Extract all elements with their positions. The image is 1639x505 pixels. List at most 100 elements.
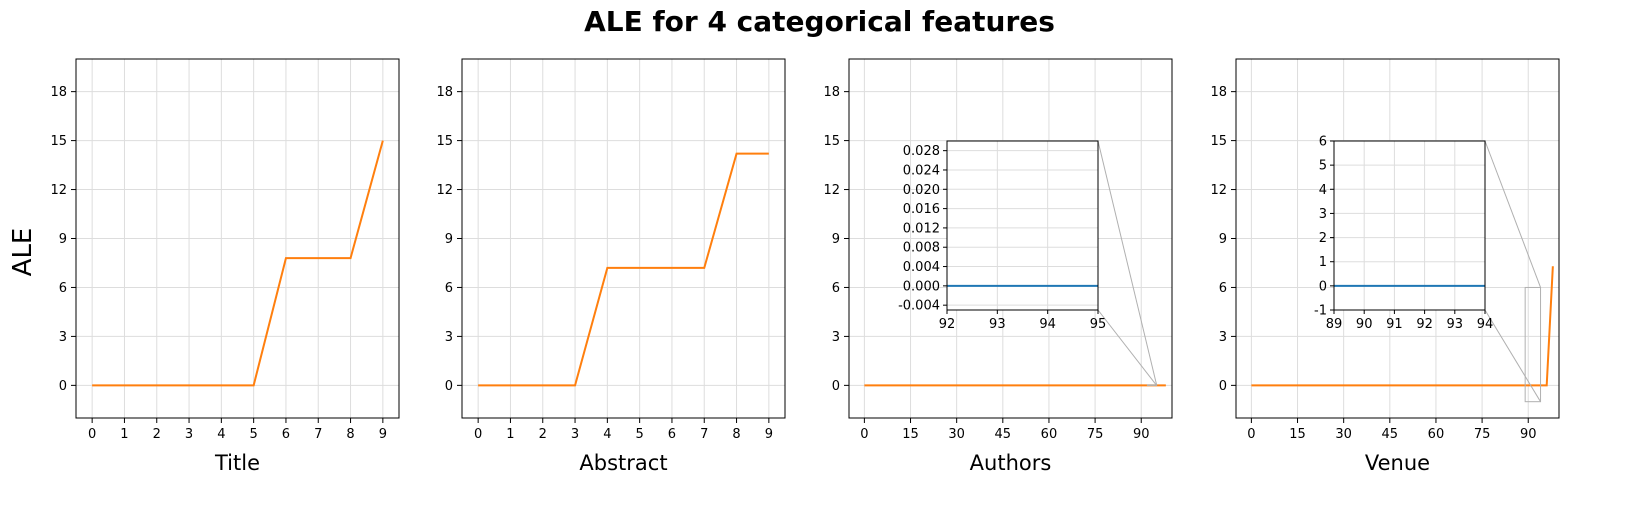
x-tick-label: 30 [1335,427,1352,442]
y-tick-label: 6 [59,281,67,296]
inset-y-tick-label: 0 [1319,279,1327,294]
inset-background [1334,141,1485,310]
x-axis-label: Title [214,451,260,475]
x-tick-label: 0 [88,427,96,442]
inset-frame [1333,140,1486,311]
x-axis-label: Abstract [579,451,667,475]
x-tick-label: 60 [1428,427,1445,442]
y-tick-label: 18 [436,85,453,100]
x-tick-label: 75 [1087,427,1104,442]
zoom-connector [1097,309,1158,386]
x-tick-label: 90 [1520,427,1537,442]
x-tick-label: 90 [1133,427,1150,442]
y-tick-label: 12 [50,183,67,198]
x-tick-label: 7 [700,427,708,442]
inset-y-tick-label: 6 [1319,135,1327,150]
x-axis-label: Authors [970,451,1052,475]
inset-y-tick-label: 0.020 [903,183,940,198]
x-tick-label: 8 [346,427,354,442]
inset-y-tick-label: -1 [1314,304,1327,319]
x-tick-label: 60 [1041,427,1058,442]
x-tick-label: 3 [571,427,579,442]
zoom-connector [1484,140,1542,288]
inset-y-tick-label: -0.004 [898,299,940,314]
y-tick-label: 12 [1210,183,1227,198]
y-tick-label: 6 [832,281,840,296]
x-tick-label: 5 [636,427,644,442]
inset-x-tick-label: 93 [1447,317,1464,332]
y-tick-label: 6 [445,281,453,296]
y-tick-label: 9 [832,232,840,247]
inset-frame [946,140,1099,311]
x-tick-label: 45 [1382,427,1399,442]
x-tick-label: 0 [860,427,868,442]
figure-title: ALE for 4 categorical features [584,5,1055,38]
y-tick-label: 18 [50,85,67,100]
y-tick-label: 9 [445,232,453,247]
inset-x-tick-label: 91 [1386,317,1403,332]
x-tick-label: 9 [765,427,773,442]
x-tick-label: 3 [185,427,193,442]
x-tick-label: 2 [539,427,547,442]
inset-background [947,141,1098,310]
y-tick-label: 6 [1219,281,1227,296]
x-tick-label: 2 [153,427,161,442]
x-tick-label: 6 [668,427,676,442]
inset-y-tick-label: 0.028 [903,144,940,159]
y-tick-label: 15 [436,134,453,149]
zoom-region-box [1146,384,1158,386]
inset-y-tick-label: 0.016 [903,202,940,217]
y-tick-label: 18 [823,85,840,100]
inset-x-tick-label: 94 [1039,317,1056,332]
x-tick-label: 75 [1474,427,1491,442]
y-tick-label: 3 [1219,330,1227,345]
inset-y-tick-label: 2 [1319,231,1327,246]
inset-y-tick-label: 4 [1319,183,1327,198]
x-tick-label: 0 [474,427,482,442]
inset-x-tick-label: 89 [1326,317,1343,332]
y-tick-label: 3 [59,330,67,345]
y-tick-label: 0 [445,379,453,394]
y-tick-label: 12 [823,183,840,198]
zoom-connector [1097,140,1158,385]
y-tick-label: 15 [50,134,67,149]
x-tick-label: 1 [506,427,514,442]
inset-x-tick-label: 90 [1356,317,1373,332]
inset-y-tick-label: 5 [1319,159,1327,174]
ale-line [1251,266,1554,387]
x-tick-label: 30 [948,427,965,442]
inset-x-tick-label: 92 [1416,317,1433,332]
y-tick-label: 3 [832,330,840,345]
zoom-inset: 92 93 94 95 -0.004 0.000 0.004 0.008 0.012 0.016 0… [898,140,1158,386]
inset-x-tick-label: 94 [1477,317,1494,332]
inset-x-tick-label: 92 [939,317,956,332]
y-tick-label: 0 [832,379,840,394]
inset-x-tick-label: 93 [989,317,1006,332]
inset-y-tick-label: 3 [1319,207,1327,222]
ale-line [478,152,769,387]
inset-y-tick-label: 0.012 [903,221,940,236]
x-tick-label: 15 [902,427,919,442]
inset-y-tick-label: 0.000 [903,279,940,294]
y-tick-label: 12 [436,183,453,198]
y-tick-label: 0 [59,379,67,394]
inset-y-tick-label: 0.004 [903,260,940,275]
x-tick-label: 8 [732,427,740,442]
zoom-region-box [1524,286,1542,403]
x-tick-label: 5 [250,427,258,442]
y-axis-label: ALE [8,228,38,277]
x-tick-label: 1 [120,427,128,442]
x-tick-label: 6 [282,427,290,442]
y-tick-label: 0 [1219,379,1227,394]
zoom-inset: 89 90 91 92 93 94 -1 0 1 2 3 4 5 6 [1314,135,1542,403]
y-tick-label: 3 [445,330,453,345]
zoom-connector [1484,309,1541,402]
y-tick-label: 9 [1219,232,1227,247]
x-tick-label: 7 [314,427,322,442]
x-tick-label: 9 [379,427,387,442]
x-tick-label: 0 [1247,427,1255,442]
